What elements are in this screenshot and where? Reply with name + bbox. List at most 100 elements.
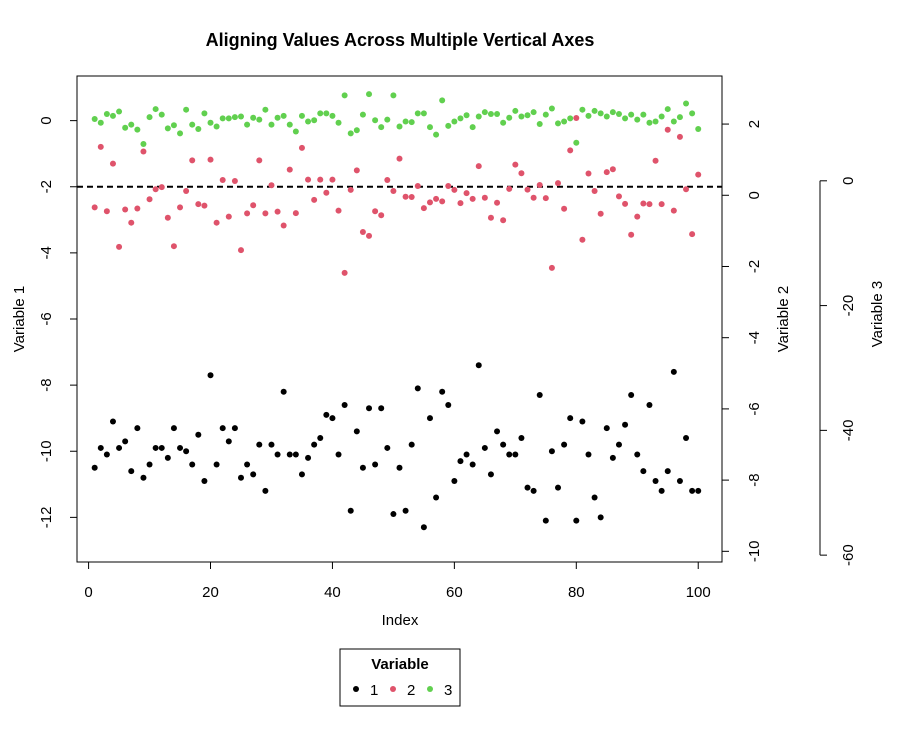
series-2-point (579, 236, 586, 243)
series-3-point (329, 112, 336, 119)
series-3-point (183, 106, 190, 113)
series-3-point (530, 109, 537, 116)
series-1-point (567, 415, 574, 422)
series-1-point (689, 487, 696, 494)
series-3-point (134, 126, 141, 133)
series-2-point (396, 155, 403, 162)
series-2-point (408, 194, 415, 201)
legend-label-1: 1 (370, 682, 378, 699)
series-3-point (408, 119, 415, 126)
series-2-point (384, 176, 391, 183)
series-1-point (420, 524, 427, 531)
series-3-point (695, 126, 702, 133)
series-2-point (683, 186, 690, 193)
series-2-point (231, 178, 238, 185)
series-3-point (341, 92, 348, 99)
series-1-point (384, 444, 391, 451)
series-1-point (652, 478, 659, 484)
series-2-point (341, 269, 348, 276)
series-2-point (658, 201, 665, 208)
series-3-point (250, 114, 257, 121)
series-3-point (433, 131, 440, 138)
series-3-point (561, 118, 568, 125)
y-tick-label: -12 (38, 507, 55, 529)
series-3-point (426, 124, 433, 131)
series-1-point (408, 441, 415, 448)
series-3-point (524, 112, 531, 119)
series-3-point (231, 114, 238, 121)
series-2-point (311, 196, 318, 203)
series-2-point (109, 160, 116, 167)
series-3-point (487, 111, 494, 118)
series-1-point (341, 401, 348, 408)
series-1-point (615, 441, 622, 448)
series-1-point (195, 431, 202, 438)
series-3-point (518, 113, 525, 120)
series-1-point (640, 468, 647, 475)
series-3-point (494, 111, 501, 118)
series-1-point (561, 441, 568, 448)
series-3-point (195, 126, 202, 133)
series-3-point (164, 125, 171, 132)
series-1-point (97, 444, 104, 451)
series-3-point (469, 124, 476, 131)
series-2-point (317, 176, 324, 183)
series-3-point (298, 112, 305, 119)
series-2-point (609, 166, 616, 173)
y-tick-label: -4 (38, 246, 55, 259)
series-2-point (298, 144, 305, 151)
series-1-point (366, 405, 373, 412)
series-2-point (615, 193, 622, 200)
series-2-point (213, 219, 220, 226)
series-2-point (237, 247, 244, 254)
series-3-point (457, 115, 464, 122)
series-1-point (548, 448, 555, 455)
series-3-point (286, 121, 293, 128)
series-1-point (323, 411, 330, 418)
series-1-point (292, 451, 299, 458)
series-3-point (622, 115, 629, 122)
series-3-point (506, 114, 513, 121)
series-2-point (207, 156, 214, 163)
series-2-point (146, 196, 153, 203)
series-2-point (463, 190, 470, 197)
series-3-point (603, 113, 610, 120)
series-2-point (219, 176, 226, 183)
y-tick-label: -4 (746, 331, 763, 344)
y-axis-variable-2: 2 0 -2 -4 -6 -8 -10 (721, 120, 763, 562)
series-3-point (128, 121, 135, 128)
y-tick-label: -20 (840, 295, 857, 317)
series-1-point (463, 451, 470, 458)
series-3-point (609, 109, 616, 116)
series-1-point (317, 435, 324, 442)
series-1-point (676, 478, 683, 484)
series-3-point (463, 112, 470, 119)
series-3-point (420, 110, 427, 117)
series-2-point (457, 200, 464, 207)
series-3-point (475, 113, 482, 120)
y2-axis-label: Variable 2 (775, 286, 792, 352)
series-1-point (128, 468, 135, 475)
series-2-point (366, 232, 373, 239)
series-2-point (585, 170, 592, 177)
y-tick-label: -2 (38, 180, 55, 193)
series-1-point (280, 388, 287, 395)
series-1-point (286, 451, 293, 458)
legend-label-2: 2 (407, 682, 415, 699)
series-1-point (542, 517, 549, 524)
series-2-point (597, 210, 604, 217)
series-2-point (91, 204, 98, 211)
series-1-point (414, 385, 421, 392)
series-1-point (103, 451, 110, 458)
series-2-point (518, 170, 525, 177)
series-2-point (189, 157, 196, 164)
series-3-point (359, 111, 366, 118)
series-3-point (372, 117, 379, 124)
series-2-point (689, 231, 696, 238)
x-tick-label: 20 (202, 584, 219, 601)
x-axis: 0 20 40 60 80 100 (84, 561, 711, 601)
series-3-point (396, 123, 403, 130)
series-3-point (414, 110, 421, 117)
series-2-point (512, 161, 519, 168)
series-2-point (591, 188, 598, 195)
